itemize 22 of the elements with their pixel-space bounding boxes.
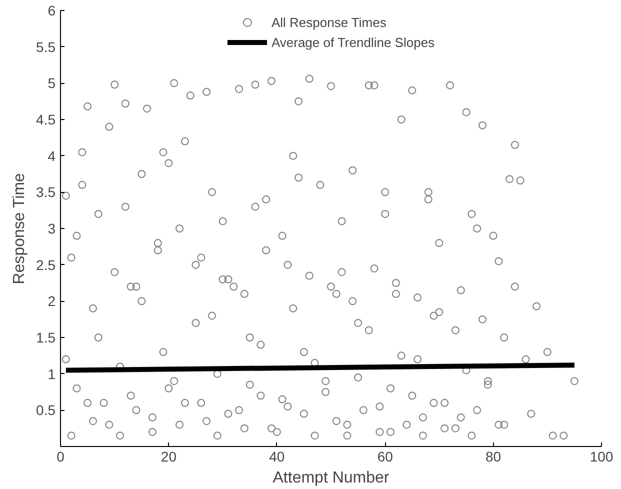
legend-label: Average of Trendline Slopes [271, 34, 435, 50]
y-axis-title: Response Time [11, 172, 28, 284]
legend-label: All Response Times [271, 14, 386, 30]
y-tick-label: 1.5 [36, 330, 56, 346]
x-tick-label: 0 [56, 448, 65, 464]
y-tick-label: 1 [48, 366, 56, 382]
y-tick-label: 4 [48, 148, 56, 164]
x-tick-label: 80 [486, 448, 502, 464]
y-tick-label: 6 [48, 2, 56, 18]
y-tick-label: 3.5 [36, 184, 56, 200]
y-tick-label: 5 [48, 75, 56, 92]
x-axis-title: Attempt Number [272, 470, 390, 486]
y-tick-label: 5.5 [36, 38, 56, 55]
x-tick-label: 40 [269, 448, 285, 464]
x-tick-label: 100 [590, 448, 614, 464]
y-tick-label: 3 [48, 220, 56, 236]
y-tick-label: 0.5 [36, 402, 56, 418]
y-tick-label: 2.5 [36, 256, 56, 273]
y-tick-label: 2 [48, 293, 56, 310]
x-tick-label: 20 [160, 448, 177, 464]
y-tick-label: 4.5 [36, 112, 56, 128]
x-tick-label: 60 [377, 448, 394, 464]
